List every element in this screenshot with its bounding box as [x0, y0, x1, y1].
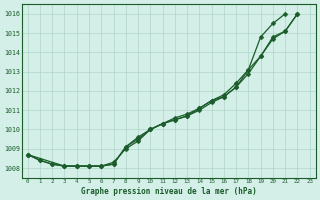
- X-axis label: Graphe pression niveau de la mer (hPa): Graphe pression niveau de la mer (hPa): [81, 187, 257, 196]
